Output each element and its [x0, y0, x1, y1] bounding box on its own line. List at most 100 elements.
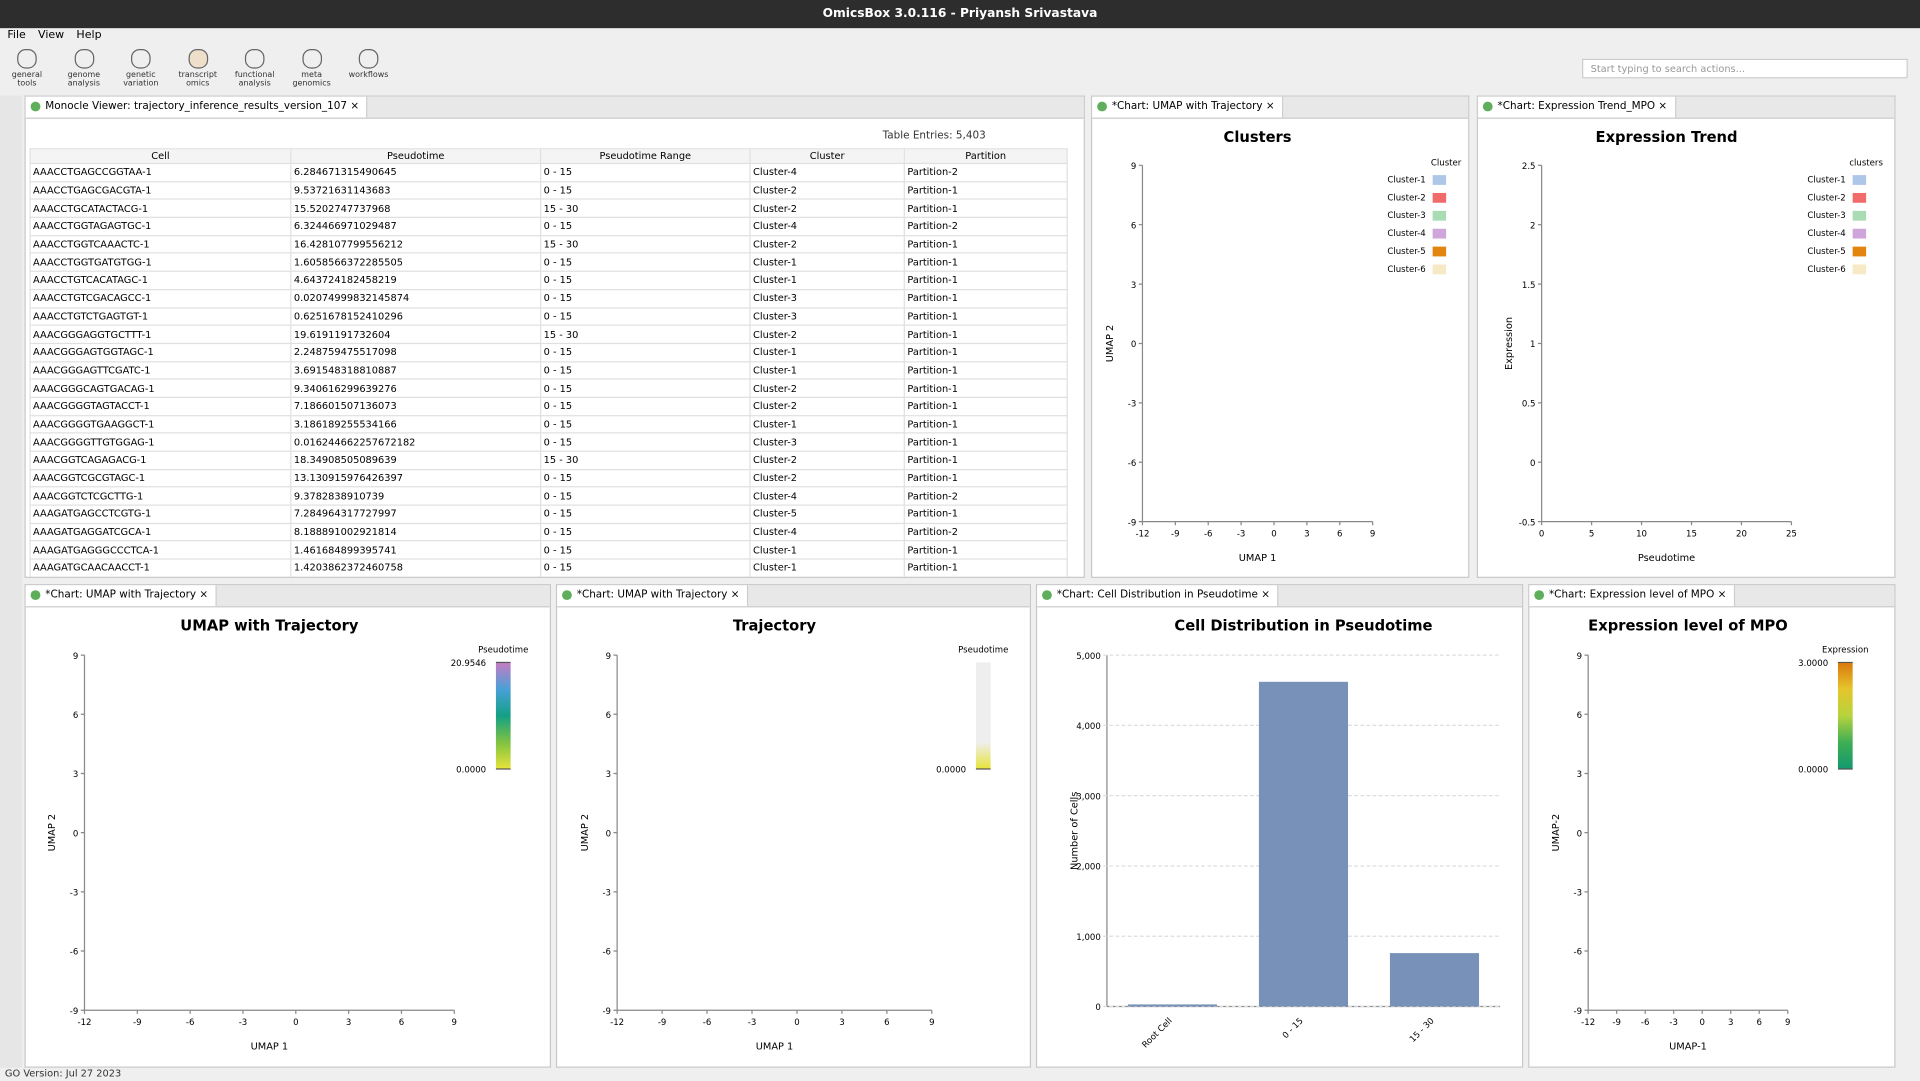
- y-tick-label: 2,000: [1076, 863, 1101, 873]
- chart-title: Expression level of MPO: [1588, 618, 1788, 635]
- table-row[interactable]: AAACCTGTCACATAGC-1 4.643724182458219 0 - 1…: [29, 270, 1068, 290]
- table-cell: 0.016244662257672182: [290, 432, 542, 452]
- table-row[interactable]: AAACCTGAGCGACGTA-1 9.53721631143683 0 - 15…: [29, 180, 1068, 201]
- tool-icon: [17, 48, 37, 69]
- table-row[interactable]: AAACCTGAGCCGGTAA-1 6.284671315490645 0 - 1…: [29, 162, 1068, 183]
- chart-tab[interactable]: *Chart: Expression Trend_MPO: [1477, 96, 1676, 118]
- x-tick-label: 3: [1304, 529, 1309, 539]
- table-cell: 8.188891002921814: [290, 522, 542, 542]
- legend-swatch: [1852, 192, 1867, 203]
- x-axis-label: UMAP 1: [251, 1041, 289, 1052]
- table-cell: 0 - 15: [540, 522, 751, 542]
- x-tick-label: -3: [239, 1018, 248, 1028]
- table-row[interactable]: AAAGATGAGGATCGCA-1 8.188891002921814 0 - 1…: [29, 522, 1068, 542]
- table-cell: AAACGGTCGCGTAGC-1: [29, 468, 292, 488]
- y-tick-label: 9: [1131, 162, 1136, 172]
- column-header[interactable]: Cluster: [749, 148, 905, 165]
- search-box[interactable]: Start typing to search actions...: [1582, 58, 1908, 79]
- table-cell: 9.3782838910739: [290, 486, 542, 506]
- title-bar: OmicsBox 3.0.116 - Priyansh Srivastava: [0, 0, 1920, 29]
- legend-swatch: [1852, 210, 1867, 221]
- table-row[interactable]: AAACGGGAGGTGCTTT-1 19.6191191732604 15 - 3…: [29, 324, 1068, 344]
- menu-item[interactable]: View: [38, 29, 65, 42]
- table-cell: 0 - 15: [540, 378, 751, 398]
- y-tick-label: 0: [73, 829, 78, 839]
- viewer-tab[interactable]: Monocle Viewer: trajectory_inference_res…: [25, 96, 368, 118]
- table-row[interactable]: AAACGGGAGTGGTAGC-1 2.248759475517098 0 - 1…: [29, 342, 1068, 362]
- x-axis-label: UMAP 1: [1239, 553, 1277, 564]
- legend-label: Cluster-3: [1807, 211, 1845, 221]
- column-header[interactable]: Pseudotime: [290, 148, 542, 165]
- table-cell: 7.186601507136073: [290, 396, 542, 416]
- table-row[interactable]: AAACGGGGTGAAGGCT-1 3.186189255534166 0 - 1…: [29, 414, 1068, 434]
- x-tick-label: -6: [186, 1018, 195, 1028]
- tool-button[interactable]: genetic variation: [114, 48, 168, 88]
- x-tick-label: -12: [1135, 529, 1149, 539]
- x-tick-label: 3: [346, 1018, 351, 1028]
- tool-button[interactable]: meta genomics: [285, 48, 339, 88]
- table-row[interactable]: AAAGATGAGGGCCCTCA-1 1.461684899395741 0 - …: [29, 540, 1068, 560]
- table-row[interactable]: AAACGGGGTTGTGGAG-1 0.016244662257672182 0 …: [29, 432, 1068, 452]
- table-row[interactable]: AAACGGTCGCGTAGC-1 13.130915976426397 0 - 1…: [29, 468, 1068, 488]
- table-cell: Cluster-2: [749, 378, 905, 398]
- y-tick-label: 4,000: [1076, 722, 1101, 732]
- chart-panel: Expression level of MPO -9 -6 -3 0 3 6 9 UMAP-2 -…: [1528, 584, 1896, 1068]
- chart-tab[interactable]: *Chart: UMAP with Trajectory: [25, 585, 217, 607]
- table-cell: Cluster-2: [749, 450, 905, 470]
- chart-tab[interactable]: *Chart: Expression level of MPO: [1529, 585, 1735, 607]
- x-tick-label: 10: [1636, 529, 1647, 539]
- tool-label: functional: [234, 69, 275, 80]
- tool-button[interactable]: functional analysis: [228, 48, 282, 88]
- y-tick-label: 6: [606, 711, 611, 721]
- table-cell: Cluster-1: [749, 360, 905, 380]
- column-header[interactable]: Cell: [29, 148, 292, 165]
- table-row[interactable]: AAACCTGGTGATGTGG-1 1.6058566372285505 0 - …: [29, 252, 1068, 272]
- chart: Expression Trend-0.500.511.522.5Expressi…: [1504, 129, 1883, 564]
- table-cell: AAACGGGAGTTCGATC-1: [29, 360, 292, 380]
- tool-button[interactable]: transcript omics: [171, 48, 225, 88]
- column-header[interactable]: Partition: [903, 148, 1068, 165]
- table-cell: AAACCTGGTAGAGTGC-1: [29, 216, 292, 237]
- table-row[interactable]: AAACGGGCAGTGACAG-1 9.340616299639276 0 - 1…: [29, 378, 1068, 398]
- y-tick-label: 0: [606, 829, 611, 839]
- table-cell: 18.34908505089639: [290, 450, 542, 470]
- table-row[interactable]: AAACCTGCATACTACG-1 15.5202747737968 15 - 3…: [29, 198, 1068, 219]
- table-row[interactable]: AAACCTGTCGACAGCC-1 0.02074999832145874 0 -…: [29, 288, 1068, 308]
- x-tick-label: 6: [399, 1018, 404, 1028]
- viewer-panel: Monocle Viewer: trajectory_inference_res…: [24, 95, 1085, 578]
- table-row[interactable]: AAACCTGGTCAAACTC-1 16.428107799556212 15 -…: [29, 234, 1068, 254]
- tool-button[interactable]: general tools: [0, 48, 54, 88]
- tool-button[interactable]: genome analysis: [57, 48, 111, 88]
- table-row[interactable]: AAACGGGAGTTCGATC-1 3.691548318810887 0 - 1…: [29, 360, 1068, 380]
- x-tick-label: 25: [1786, 529, 1797, 539]
- table-cell: AAACCTGCATACTACG-1: [29, 198, 292, 219]
- menu-item[interactable]: File: [7, 29, 26, 42]
- y-tick-label: 1,000: [1076, 933, 1101, 943]
- table-row[interactable]: AAAGATGCAACAACCT-1 1.4203862372460758 0 - …: [29, 558, 1068, 577]
- table-row[interactable]: AAACCTGGTAGAGTGC-1 6.324466971029487 0 - 1…: [29, 216, 1068, 237]
- tool-label: genome: [67, 69, 101, 80]
- table-cell: Partition-1: [903, 324, 1068, 344]
- table-row[interactable]: AAACGGGGTAGTACCT-1 7.186601507136073 0 - 1…: [29, 396, 1068, 416]
- legend-label: Cluster-6: [1387, 265, 1425, 275]
- chart-tab[interactable]: *Chart: Cell Distribution in Pseudotime: [1037, 585, 1279, 607]
- table-cell: 0.02074999832145874: [290, 288, 542, 308]
- table-row[interactable]: AAAGATGAGCCTCGTG-1 7.284964317727997 0 - 1…: [29, 504, 1068, 524]
- chart-tab[interactable]: *Chart: UMAP with Trajectory: [1092, 96, 1284, 118]
- y-tick-label: -9: [70, 1007, 79, 1017]
- table-row[interactable]: AAACCTGTCTGAGTGT-1 0.6251678152410296 0 - …: [29, 306, 1068, 326]
- chart-title: Expression Trend: [1596, 129, 1738, 146]
- table-row[interactable]: AAACGGTCTCGCTTG-1 9.3782838910739 0 - 15 Cl…: [29, 486, 1068, 506]
- table-row[interactable]: AAACGGTCAGAGACG-1 18.34908505089639 15 - 3…: [29, 450, 1068, 470]
- menu-item[interactable]: Help: [76, 29, 102, 42]
- column-header[interactable]: Pseudotime Range: [540, 148, 751, 165]
- chart-tab[interactable]: *Chart: UMAP with Trajectory: [557, 585, 749, 607]
- tool-button[interactable]: workflows: [342, 48, 396, 80]
- side-strip: [0, 95, 23, 1068]
- tool-icon: [131, 48, 151, 69]
- table-cell: AAAGATGAGGGCCCTCA-1: [29, 540, 292, 560]
- legend-swatch: [1852, 228, 1867, 239]
- table-cell: 0 - 15: [540, 540, 751, 560]
- tool-icon: [74, 48, 94, 69]
